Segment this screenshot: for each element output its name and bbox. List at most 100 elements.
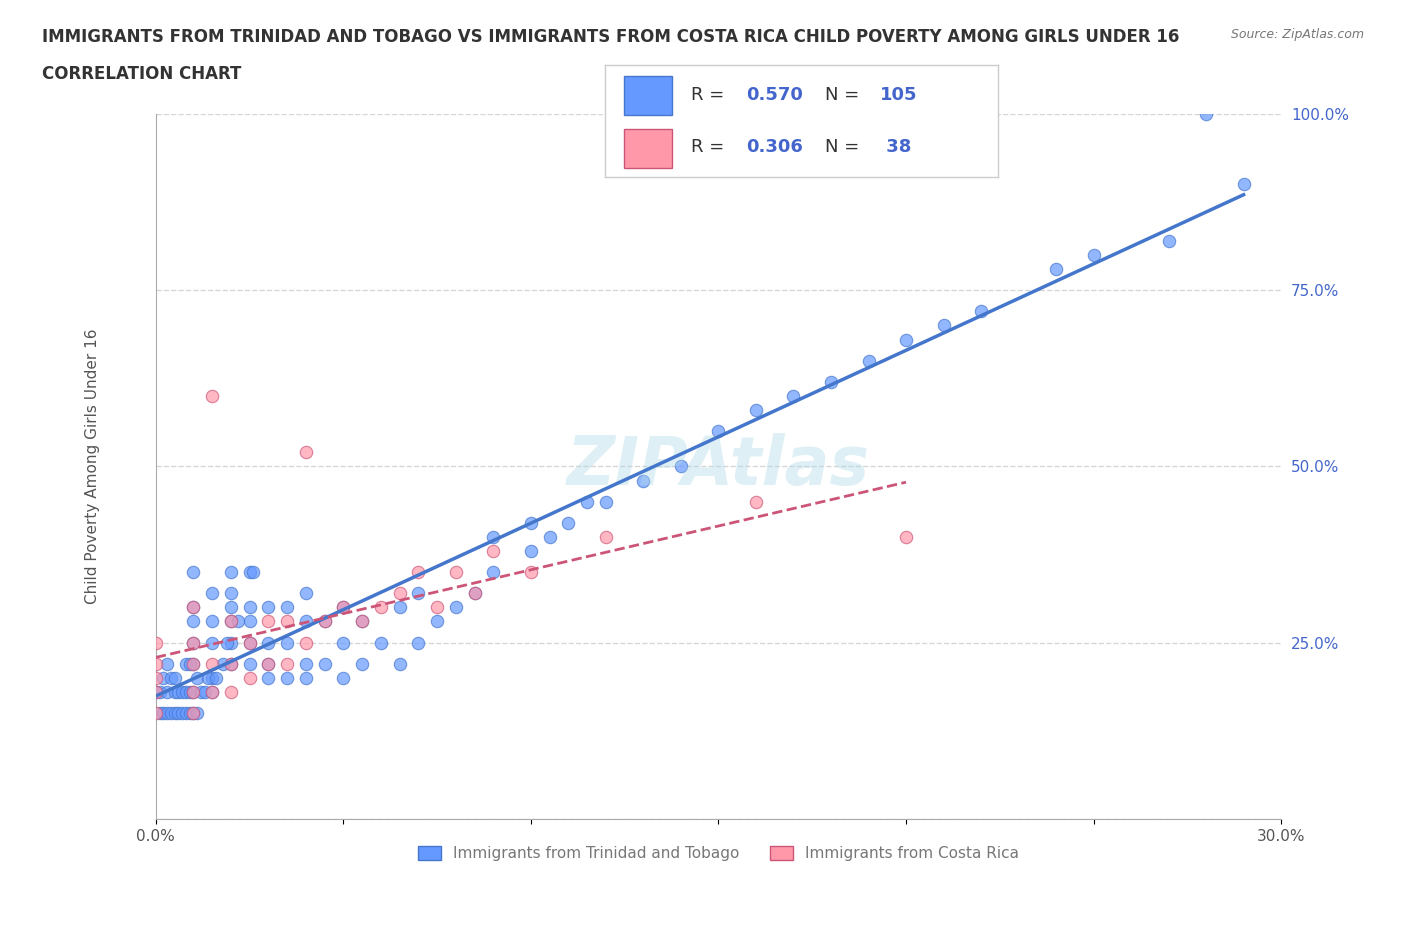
- Immigrants from Costa Rica: [408, 565, 430, 579]
- Immigrants from Trinidad and Tobago: [205, 671, 228, 685]
- Immigrants from Costa Rica: [444, 565, 467, 579]
- Immigrants from Trinidad and Tobago: [145, 684, 167, 699]
- Immigrants from Trinidad and Tobago: [167, 706, 190, 721]
- Text: ZIPAtlas: ZIPAtlas: [567, 433, 870, 499]
- Immigrants from Trinidad and Tobago: [194, 684, 217, 699]
- Immigrants from Costa Rica: [332, 600, 354, 615]
- Text: IMMIGRANTS FROM TRINIDAD AND TOBAGO VS IMMIGRANTS FROM COSTA RICA CHILD POVERTY : IMMIGRANTS FROM TRINIDAD AND TOBAGO VS I…: [42, 28, 1180, 46]
- Immigrants from Trinidad and Tobago: [576, 494, 599, 509]
- Immigrants from Costa Rica: [183, 657, 205, 671]
- Immigrants from Trinidad and Tobago: [295, 657, 318, 671]
- Immigrants from Costa Rica: [201, 389, 224, 404]
- Immigrants from Trinidad and Tobago: [932, 318, 955, 333]
- Immigrants from Trinidad and Tobago: [160, 671, 183, 685]
- Immigrants from Trinidad and Tobago: [295, 671, 318, 685]
- Immigrants from Trinidad and Tobago: [179, 706, 201, 721]
- Immigrants from Costa Rica: [183, 706, 205, 721]
- Immigrants from Trinidad and Tobago: [201, 614, 224, 629]
- Immigrants from Costa Rica: [520, 565, 543, 579]
- Immigrants from Trinidad and Tobago: [167, 684, 190, 699]
- Immigrants from Trinidad and Tobago: [332, 635, 354, 650]
- Immigrants from Trinidad and Tobago: [149, 684, 172, 699]
- Immigrants from Trinidad and Tobago: [217, 635, 239, 650]
- Immigrants from Trinidad and Tobago: [464, 586, 486, 601]
- Immigrants from Trinidad and Tobago: [1232, 177, 1254, 192]
- Immigrants from Trinidad and Tobago: [219, 657, 242, 671]
- Immigrants from Trinidad and Tobago: [970, 304, 993, 319]
- Immigrants from Costa Rica: [145, 635, 167, 650]
- Immigrants from Trinidad and Tobago: [183, 706, 205, 721]
- Immigrants from Trinidad and Tobago: [388, 657, 411, 671]
- FancyBboxPatch shape: [624, 128, 672, 167]
- Immigrants from Trinidad and Tobago: [201, 684, 224, 699]
- Immigrants from Trinidad and Tobago: [482, 565, 505, 579]
- Immigrants from Trinidad and Tobago: [314, 657, 336, 671]
- Text: 105: 105: [880, 86, 918, 104]
- Immigrants from Trinidad and Tobago: [352, 657, 374, 671]
- Immigrants from Trinidad and Tobago: [257, 657, 280, 671]
- Immigrants from Trinidad and Tobago: [190, 684, 212, 699]
- Immigrants from Trinidad and Tobago: [426, 614, 449, 629]
- Immigrants from Costa Rica: [745, 494, 768, 509]
- Immigrants from Costa Rica: [239, 635, 262, 650]
- Immigrants from Costa Rica: [219, 684, 242, 699]
- Immigrants from Trinidad and Tobago: [219, 600, 242, 615]
- Immigrants from Trinidad and Tobago: [163, 684, 186, 699]
- Immigrants from Trinidad and Tobago: [149, 706, 172, 721]
- Immigrants from Trinidad and Tobago: [219, 614, 242, 629]
- Immigrants from Costa Rica: [295, 635, 318, 650]
- Immigrants from Costa Rica: [595, 529, 617, 544]
- Immigrants from Trinidad and Tobago: [257, 671, 280, 685]
- Immigrants from Trinidad and Tobago: [669, 459, 692, 474]
- Immigrants from Trinidad and Tobago: [239, 635, 262, 650]
- Immigrants from Costa Rica: [219, 614, 242, 629]
- Immigrants from Trinidad and Tobago: [183, 684, 205, 699]
- Immigrants from Costa Rica: [426, 600, 449, 615]
- Immigrants from Costa Rica: [145, 684, 167, 699]
- Immigrants from Trinidad and Tobago: [707, 424, 730, 439]
- Immigrants from Trinidad and Tobago: [745, 403, 768, 418]
- Immigrants from Trinidad and Tobago: [186, 671, 208, 685]
- Immigrants from Trinidad and Tobago: [183, 635, 205, 650]
- Immigrants from Trinidad and Tobago: [1157, 233, 1180, 248]
- Immigrants from Trinidad and Tobago: [186, 706, 208, 721]
- Immigrants from Trinidad and Tobago: [408, 635, 430, 650]
- Text: 0.570: 0.570: [747, 86, 803, 104]
- Immigrants from Trinidad and Tobago: [538, 529, 561, 544]
- Immigrants from Costa Rica: [201, 684, 224, 699]
- Immigrants from Trinidad and Tobago: [352, 614, 374, 629]
- Immigrants from Trinidad and Tobago: [520, 515, 543, 530]
- Immigrants from Trinidad and Tobago: [219, 635, 242, 650]
- Immigrants from Trinidad and Tobago: [156, 657, 179, 671]
- Immigrants from Trinidad and Tobago: [183, 614, 205, 629]
- Immigrants from Trinidad and Tobago: [172, 684, 194, 699]
- Immigrants from Costa Rica: [894, 529, 917, 544]
- Immigrants from Costa Rica: [183, 684, 205, 699]
- Immigrants from Costa Rica: [145, 671, 167, 685]
- Immigrants from Trinidad and Tobago: [408, 586, 430, 601]
- Immigrants from Trinidad and Tobago: [239, 614, 262, 629]
- Immigrants from Costa Rica: [257, 657, 280, 671]
- Immigrants from Costa Rica: [314, 614, 336, 629]
- Text: N =: N =: [825, 86, 865, 104]
- Text: 38: 38: [880, 138, 911, 155]
- Immigrants from Trinidad and Tobago: [201, 671, 224, 685]
- Immigrants from Costa Rica: [370, 600, 392, 615]
- Immigrants from Trinidad and Tobago: [1045, 261, 1067, 276]
- Immigrants from Trinidad and Tobago: [183, 657, 205, 671]
- Immigrants from Trinidad and Tobago: [444, 600, 467, 615]
- Immigrants from Trinidad and Tobago: [174, 706, 197, 721]
- Immigrants from Trinidad and Tobago: [276, 600, 298, 615]
- Immigrants from Trinidad and Tobago: [163, 706, 186, 721]
- Text: Source: ZipAtlas.com: Source: ZipAtlas.com: [1230, 28, 1364, 41]
- Immigrants from Trinidad and Tobago: [201, 586, 224, 601]
- Immigrants from Costa Rica: [145, 657, 167, 671]
- Immigrants from Costa Rica: [276, 657, 298, 671]
- Immigrants from Trinidad and Tobago: [172, 706, 194, 721]
- Immigrants from Trinidad and Tobago: [156, 684, 179, 699]
- Immigrants from Trinidad and Tobago: [179, 684, 201, 699]
- Immigrants from Trinidad and Tobago: [174, 657, 197, 671]
- Immigrants from Trinidad and Tobago: [595, 494, 617, 509]
- Immigrants from Trinidad and Tobago: [219, 586, 242, 601]
- Immigrants from Trinidad and Tobago: [295, 586, 318, 601]
